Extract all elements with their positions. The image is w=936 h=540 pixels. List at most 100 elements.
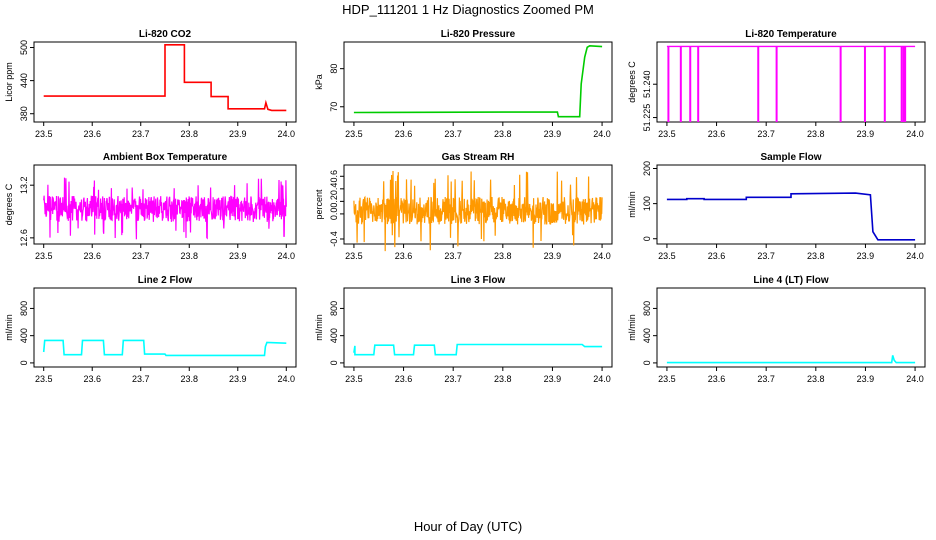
x-tick-label: 23.7 <box>444 374 462 384</box>
y-tick-label: 800 <box>642 301 652 316</box>
x-tick-label: 23.9 <box>857 251 875 261</box>
series-line <box>43 43 287 112</box>
x-tick-label: 23.6 <box>395 129 413 139</box>
y-tick-label: 0.4 <box>329 183 339 196</box>
panel-title: Li-820 Pressure <box>441 29 516 40</box>
x-tick-label: 23.6 <box>708 251 726 261</box>
x-tick-label: 23.8 <box>494 251 512 261</box>
x-tick-label: 23.6 <box>395 251 413 261</box>
plot-frame <box>656 287 926 368</box>
x-tick-label: 23.9 <box>857 374 875 384</box>
x-tick-label: 23.8 <box>807 251 825 261</box>
y-axis-label: ml/min <box>314 314 324 341</box>
y-tick-label: 70 <box>329 102 339 112</box>
x-tick-label: 23.8 <box>180 374 198 384</box>
panel-title: Gas Stream RH <box>442 152 515 163</box>
panel-line-3-flow: Line 3 Flow 23.5 23.6 23.7 23.8 23.9 24.0 0 400 8… <box>314 275 613 384</box>
plot-frame <box>33 164 297 245</box>
x-tick-label: 23.6 <box>708 374 726 384</box>
series-line <box>42 339 287 357</box>
plot-frame <box>343 164 613 245</box>
x-tick-label: 23.6 <box>83 251 101 261</box>
x-tick-label: 23.9 <box>544 129 562 139</box>
plot-frame <box>656 41 926 123</box>
series-line <box>353 170 603 252</box>
y-axis-label: ml/min <box>627 191 637 218</box>
x-tick-label: 23.5 <box>35 129 53 139</box>
plot-frame <box>33 41 297 123</box>
plot-frame <box>33 287 297 368</box>
panel-line-2-flow: Line 2 Flow 23.5 23.6 23.7 23.8 23.9 24.0 0 400 8… <box>4 275 297 384</box>
x-tick-label: 23.7 <box>444 251 462 261</box>
x-tick-label: 23.9 <box>229 251 247 261</box>
x-tick-label: 23.6 <box>395 374 413 384</box>
x-tick-label: 23.7 <box>132 374 150 384</box>
y-tick-label: 0.2 <box>329 195 339 208</box>
panel-sample-flow: Sample Flow 23.5 23.6 23.7 23.8 23.9 24.0 0 100 2… <box>627 152 926 261</box>
y-axis-label: Licor ppm <box>4 62 14 102</box>
y-tick-label: 800 <box>19 301 29 316</box>
x-tick-label: 23.7 <box>757 374 775 384</box>
panel-li-820-temperature: Li-820 Temperature 23.5 23.6 23.7 23.8 23.9 24… <box>627 29 926 139</box>
x-tick-label: 24.0 <box>593 251 611 261</box>
panel-title: Ambient Box Temperature <box>103 152 228 163</box>
y-tick-label: 51.240 <box>642 70 652 98</box>
series-line <box>43 177 287 240</box>
y-axis-label: percent <box>314 189 324 220</box>
y-tick-label: -0.4 <box>329 231 339 247</box>
panel-ambient-box-temperature: Ambient Box Temperature 23.5 23.6 23.7 23.8 2… <box>4 152 297 261</box>
plot-frame <box>343 287 613 368</box>
y-tick-label: 0 <box>19 360 29 365</box>
y-axis-label: degrees C <box>4 183 14 225</box>
x-tick-label: 24.0 <box>906 129 924 139</box>
x-tick-label: 24.0 <box>593 129 611 139</box>
y-tick-label: 100 <box>642 196 652 211</box>
y-tick-label: 0 <box>642 360 652 365</box>
x-tick-label: 23.9 <box>229 374 247 384</box>
x-tick-label: 23.7 <box>757 251 775 261</box>
y-tick-label: 80 <box>329 64 339 74</box>
x-tick-label: 23.5 <box>345 374 363 384</box>
x-tick-label: 23.5 <box>345 129 363 139</box>
panel-title: Line 2 Flow <box>138 275 193 286</box>
x-tick-label: 23.8 <box>494 374 512 384</box>
x-tick-label: 24.0 <box>278 251 296 261</box>
x-tick-label: 23.9 <box>544 374 562 384</box>
x-tick-label: 23.7 <box>132 251 150 261</box>
panel-grid: Li-820 CO2 23.5 23.6 23.7 23.8 23.9 24.0 380 440… <box>4 29 926 384</box>
y-tick-label: 0 <box>642 236 652 241</box>
series-line <box>666 192 916 241</box>
y-tick-label: 13.2 <box>19 176 29 194</box>
x-tick-label: 23.7 <box>132 129 150 139</box>
figure-x-label: Hour of Day (UTC) <box>414 519 522 534</box>
x-tick-label: 24.0 <box>906 251 924 261</box>
y-tick-label: 12.6 <box>19 229 29 247</box>
x-tick-label: 24.0 <box>593 374 611 384</box>
x-tick-label: 23.8 <box>807 374 825 384</box>
y-tick-label: 800 <box>329 301 339 316</box>
panel-title: Line 3 Flow <box>451 275 506 286</box>
x-tick-label: 23.8 <box>180 251 198 261</box>
y-tick-label: 400 <box>642 328 652 343</box>
x-tick-label: 23.6 <box>708 129 726 139</box>
series-line <box>666 355 916 364</box>
y-tick-label: 0.6 <box>329 170 339 183</box>
y-axis-label: ml/min <box>627 314 637 341</box>
y-tick-label: 440 <box>19 73 29 88</box>
x-tick-label: 23.9 <box>229 129 247 139</box>
y-tick-label: 500 <box>19 40 29 55</box>
x-tick-label: 24.0 <box>278 129 296 139</box>
x-tick-label: 23.6 <box>83 129 101 139</box>
y-tick-label: 400 <box>329 328 339 343</box>
plot-frame <box>343 41 613 123</box>
x-tick-label: 23.5 <box>658 129 676 139</box>
panel-line-4-lt-flow: Line 4 (LT) Flow 23.5 23.6 23.7 23.8 23.9 24.0… <box>627 275 926 384</box>
x-tick-label: 23.5 <box>345 251 363 261</box>
panel-li-820-pressure: Li-820 Pressure 23.5 23.6 23.7 23.8 23.9 24.0 7… <box>314 29 613 139</box>
y-tick-label: 0.0 <box>329 208 339 221</box>
x-tick-label: 23.5 <box>35 374 53 384</box>
x-tick-label: 23.9 <box>857 129 875 139</box>
panel-title: Li-820 Temperature <box>745 29 837 40</box>
x-tick-label: 24.0 <box>278 374 296 384</box>
x-tick-label: 23.8 <box>180 129 198 139</box>
